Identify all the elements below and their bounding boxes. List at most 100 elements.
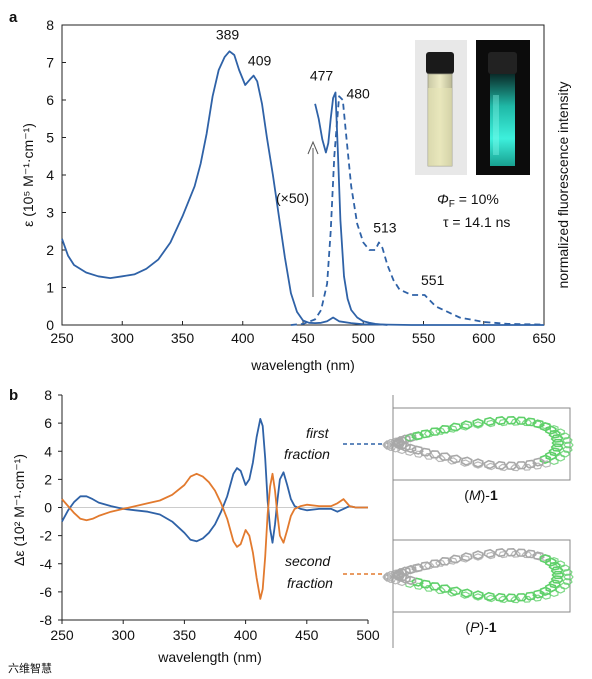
structure-label-p: (P)-1 xyxy=(465,619,496,635)
ring-hexagon xyxy=(521,595,533,603)
y-tick-label-a: 3 xyxy=(46,205,54,221)
ring-hexagon xyxy=(539,454,552,464)
ring-hexagon xyxy=(562,577,573,586)
ring-hexagon xyxy=(473,553,483,561)
ring-hexagon xyxy=(413,564,424,572)
ring-hexagon xyxy=(562,445,573,454)
structure-box-m xyxy=(393,407,571,481)
peak-label-477: 477 xyxy=(310,68,334,84)
ring-hexagon xyxy=(524,417,537,427)
y-tick-label-b: -6 xyxy=(40,584,53,600)
ring-hexagon xyxy=(411,445,424,455)
axes-b: 250 300 350 400 450 500 -8 -6 -4 -2 0 2 4 6 8 xyxy=(40,387,380,643)
ring-hexagon xyxy=(472,458,484,468)
ring-hexagon xyxy=(532,589,545,599)
ring-hexagon xyxy=(498,463,509,472)
y-tick-label-b: 0 xyxy=(44,500,52,516)
x-tick-label-a: 600 xyxy=(472,330,496,346)
panel-label-b: b xyxy=(9,387,18,404)
label-second-fraction-1: second xyxy=(285,553,331,569)
x-tick-label-a: 350 xyxy=(171,330,195,346)
ring-hexagon xyxy=(541,460,552,468)
ring-hexagon xyxy=(544,425,557,435)
scale-label: (×50) xyxy=(276,190,309,206)
ring-hexagon xyxy=(411,577,424,587)
peak-label-513: 513 xyxy=(373,220,397,236)
y-tick-label-a: 7 xyxy=(46,55,54,71)
series-a-1 xyxy=(314,91,388,326)
ring-hexagon xyxy=(510,550,521,558)
ring-hexagon xyxy=(428,427,442,436)
ring-hexagon xyxy=(532,462,543,470)
y-axis-label-a: ε (10⁵ M⁻¹·cm⁻¹) xyxy=(20,123,36,227)
ring-hexagon xyxy=(473,461,483,469)
structure-p-1 xyxy=(382,547,574,604)
ring-hexagon xyxy=(383,572,394,580)
ring-hexagon xyxy=(539,586,552,596)
ring-hexagon xyxy=(472,590,484,600)
x-tick-label-a: 650 xyxy=(532,330,556,346)
label-first-fraction-1: first xyxy=(306,425,330,441)
structure-m-1 xyxy=(382,415,574,472)
ring-hexagon xyxy=(532,551,545,561)
ring-hexagon xyxy=(447,457,458,465)
ring-hexagon xyxy=(460,555,470,563)
x-tick-label-a: 450 xyxy=(291,330,315,346)
series-b-1 xyxy=(61,472,368,600)
ring-hexagon xyxy=(435,455,446,463)
y-tick-label-b: 2 xyxy=(44,471,52,487)
x-tick-label-b: 350 xyxy=(173,627,197,643)
x-tick-label-a: 550 xyxy=(412,330,436,346)
x-tick-label-a: 400 xyxy=(231,330,255,346)
y-tick-label-b: -4 xyxy=(40,556,53,572)
peak-label-551: 551 xyxy=(421,272,445,288)
ring-hexagon xyxy=(549,589,559,598)
y-tick-label-b: 4 xyxy=(44,443,52,459)
ring-hexagon xyxy=(460,423,470,431)
ring-hexagon xyxy=(386,438,397,447)
ring-hexagon xyxy=(486,594,496,603)
axes-a: 250 300 350 400 450 500 550 600 650 0 1 2 3 4 5 6 7 8 xyxy=(46,17,556,346)
quantum-yield: ΦF = 10% xyxy=(437,191,499,210)
y-tick-label-a: 4 xyxy=(46,167,54,183)
ring-hexagon xyxy=(544,557,557,567)
ring-hexagon xyxy=(510,418,521,426)
ring-hexagon xyxy=(472,550,484,560)
label-first-fraction-2: fraction xyxy=(284,446,330,462)
series-group-a xyxy=(61,50,545,326)
ring-hexagon xyxy=(521,419,533,427)
ring-hexagon xyxy=(532,594,543,602)
ring-hexagon xyxy=(498,595,509,604)
ring-hexagon xyxy=(449,454,462,464)
ring-hexagon xyxy=(397,435,407,444)
ring-hexagon xyxy=(562,568,573,577)
x-tick-label-b: 500 xyxy=(356,627,380,643)
ring-hexagon xyxy=(386,570,397,579)
ring-hexagon xyxy=(423,430,435,438)
ring-hexagon xyxy=(460,459,470,467)
ring-hexagon xyxy=(494,460,507,470)
vial-photo-ambient xyxy=(415,40,467,175)
peak-label-480: 480 xyxy=(346,85,370,101)
x-tick-label-a: 500 xyxy=(352,330,376,346)
ring-hexagon xyxy=(486,462,496,471)
ring-hexagon xyxy=(383,440,394,448)
series-a-2 xyxy=(290,95,545,326)
ring-hexagon xyxy=(494,592,507,602)
ring-hexagon xyxy=(472,418,484,428)
ring-hexagon xyxy=(460,591,470,599)
ring-hexagon xyxy=(435,559,446,567)
structure-label-m: (M)-1 xyxy=(464,487,498,503)
x-axis-label-b: wavelength (nm) xyxy=(157,649,262,665)
ring-hexagon xyxy=(449,586,462,596)
ring-hexagon xyxy=(438,452,452,462)
ring-hexagon xyxy=(514,416,528,425)
y-tick-label-a: 2 xyxy=(46,242,54,258)
ring-hexagon xyxy=(404,434,415,442)
peak-labels-a: 389 409 477 480 513 551 xyxy=(216,26,445,288)
y-axis-label-right-a: normalized fluorescence intensity xyxy=(555,82,571,289)
y-tick-label-a: 5 xyxy=(46,130,54,146)
ring-hexagon xyxy=(521,463,533,471)
x-tick-label-b: 400 xyxy=(234,627,258,643)
y-tick-label-a: 8 xyxy=(46,17,54,33)
